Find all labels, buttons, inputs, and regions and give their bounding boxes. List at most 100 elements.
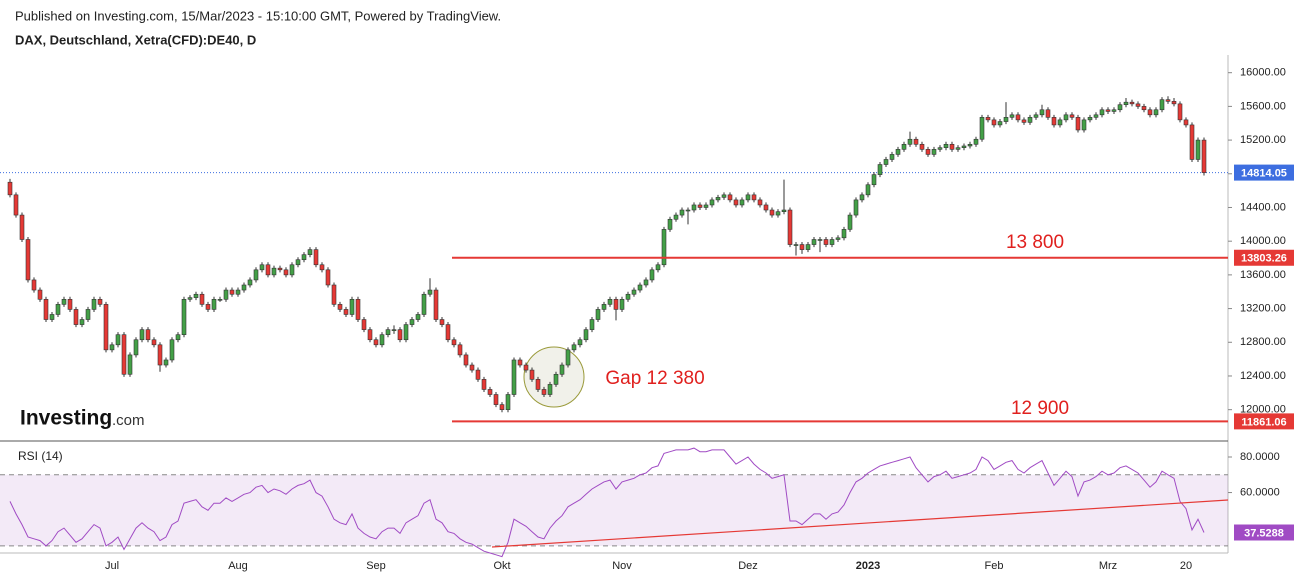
candle-body [823,239,829,245]
candle-body [61,299,67,305]
published-line: Published on Investing.com, 15/Mar/2023 … [15,8,501,23]
x-tick-label: 20 [1180,560,1192,572]
candle-body [457,344,463,356]
price-tag [1234,413,1294,430]
candle-body [859,194,865,201]
candle-body [577,339,583,346]
candle-body [163,359,169,366]
candle-body [115,334,121,346]
candle-body [223,289,229,300]
candle-body [127,354,133,375]
candle-body [193,293,199,298]
candle-body [511,359,517,395]
candle-body [157,344,163,366]
candle-body [1099,109,1105,116]
x-tick-label: Aug [228,560,248,572]
candle-body [295,259,301,266]
candle-body [949,143,955,150]
candle-body [691,204,697,211]
candle-body [37,289,43,300]
candle-body [751,194,757,201]
candle-body [331,284,337,305]
candle-body [439,319,445,325]
trendline [491,499,1229,548]
x-tick-label: Sep [366,560,386,572]
candle-body [169,339,175,361]
candle-body [1171,101,1177,105]
candle-body [229,289,235,295]
candle-body [469,364,475,371]
price-tag [1234,164,1294,181]
candle-body [43,299,49,320]
candle-body [487,389,493,395]
candle-body [1189,124,1195,160]
candle-body [781,209,787,212]
candle-body [289,264,295,276]
candle-body [385,329,391,335]
candle-body [943,143,949,148]
candle-body [175,334,181,341]
price-tag-label: 11861.06 [1241,416,1286,428]
candle-body [1069,114,1075,118]
candle-body [715,197,721,201]
candle-body [607,299,613,305]
y-tick-label: 12800.00 [1240,336,1286,348]
candle-body [871,174,877,186]
candle-body [991,119,997,126]
candle-body [499,404,505,410]
x-tick-label: Nov [612,560,632,572]
candle-body [1123,101,1129,106]
y-tick-label: 15200.00 [1240,134,1286,146]
y-tick-label: 16000.00 [1240,67,1286,79]
candle-body [619,299,625,310]
candle-body [415,314,421,320]
candle-body [799,244,805,250]
symbol: DAX, Deutschland, Xetra(CFD):DE40, D [15,32,256,47]
candle-body [1081,119,1087,131]
candle-body [685,209,691,212]
candle-body [25,239,31,281]
candle-body [679,209,685,216]
candle-body [529,369,535,380]
candle-body [7,181,13,196]
candle-body [523,364,529,371]
candle-body [517,359,523,366]
price-tag-label: 37.5288 [1244,527,1284,539]
candle-body [1075,117,1081,131]
y-tick-label: 12400.00 [1240,370,1286,382]
candle-body [697,204,703,208]
candle-body [31,279,37,291]
rsi-title: RSI (14) [18,449,63,463]
price-tag [1234,524,1294,541]
candle-body [739,199,745,206]
candle-body [259,264,265,271]
candle-body [1015,114,1021,121]
candle-body [733,199,739,206]
candle-body [937,147,943,150]
candle-body [1063,114,1069,121]
candle-body [901,143,907,150]
candle-body [355,299,361,320]
candle-body [349,299,355,315]
candle-body [673,214,679,220]
candle-body [151,339,157,346]
y-tick-label: 14000.00 [1240,235,1286,247]
candle-body [661,229,667,266]
candle-body [1045,109,1051,118]
candle-body [505,394,511,410]
candle-body [1177,103,1183,121]
x-tick-label: Jul [105,560,119,572]
candle-body [775,211,781,216]
logo-brand: Investing [20,407,112,430]
candle-body [763,204,769,211]
annotation: Gap 12 380 [605,368,704,389]
candle-body [931,149,937,155]
candle-body [979,117,985,140]
candle-body [1165,99,1171,102]
y-tick-label: 12000.00 [1240,404,1286,416]
candle-body [829,239,835,245]
candle-body [253,269,259,281]
candle-body [649,269,655,281]
candle-body [535,379,541,390]
